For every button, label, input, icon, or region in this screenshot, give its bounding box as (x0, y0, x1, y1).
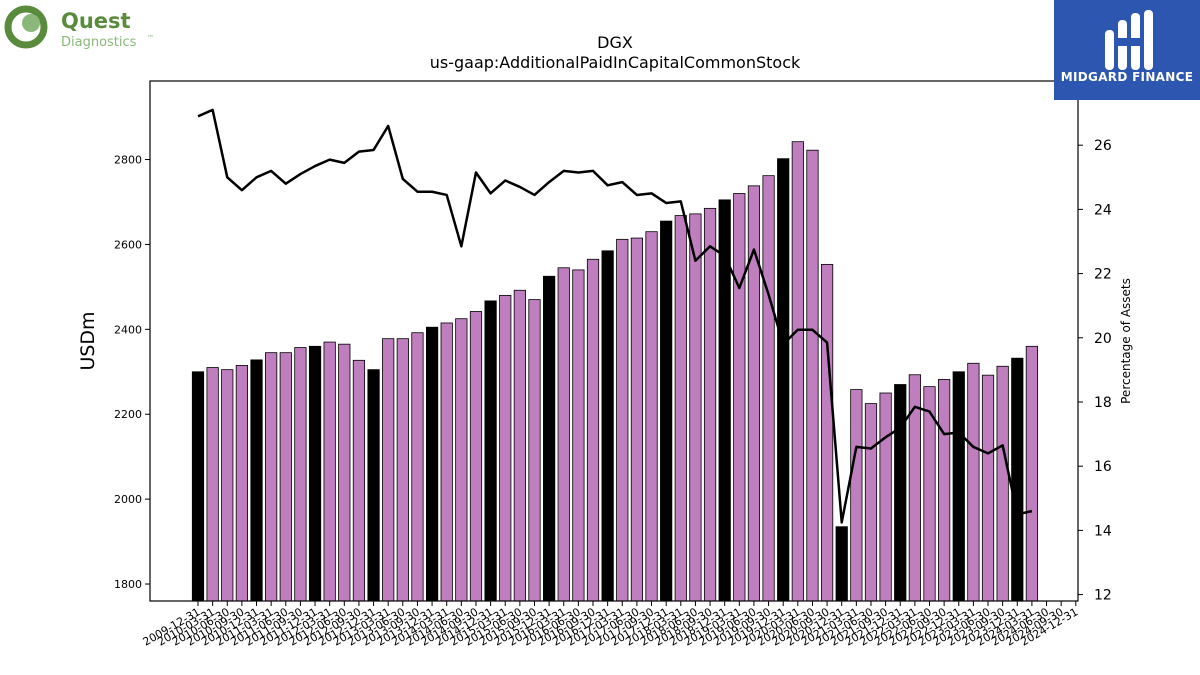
midgard-logo-mark-icon (1105, 10, 1153, 70)
bar (864, 403, 878, 602)
bar (762, 175, 775, 602)
quest-diagnostics-logo: Quest Diagnostics ™ (4, 4, 164, 52)
y-tick-label: 2200 (114, 408, 142, 421)
bar (938, 379, 951, 602)
chart-title: DGX (597, 33, 633, 52)
midgard-finance-logo: MIDGARD FINANCE (1054, 0, 1200, 100)
bar (879, 392, 892, 602)
y2-tick-label: 12 (1094, 588, 1112, 604)
y2-tick-label: 14 (1094, 523, 1112, 539)
bar (820, 263, 834, 602)
bar (630, 237, 644, 602)
bar (367, 369, 380, 602)
bar (894, 384, 907, 602)
bar (425, 326, 439, 602)
y-axis-label: USDm (77, 311, 99, 370)
bar (645, 231, 658, 602)
bar (206, 367, 219, 602)
bar (601, 250, 614, 602)
bar (1011, 357, 1024, 602)
bar (469, 311, 483, 602)
bar (747, 185, 761, 602)
y2-tick-label: 18 (1094, 395, 1112, 411)
bar (382, 338, 395, 602)
y-tick-label: 1800 (114, 578, 142, 591)
bar (996, 365, 1009, 602)
bar (981, 374, 995, 602)
bar (791, 141, 804, 602)
bar (952, 371, 965, 602)
bar (557, 267, 570, 602)
y2-tick-label: 26 (1094, 138, 1112, 154)
percentage-line (197, 108, 1033, 524)
bar (543, 275, 556, 602)
bar-series (191, 141, 1039, 602)
y-tick-label: 2600 (114, 238, 142, 251)
bar (616, 238, 629, 602)
bar (250, 359, 263, 602)
bar (528, 299, 541, 602)
chart-subtitle: us-gaap:AdditionalPaidInCapitalCommonSto… (430, 53, 801, 72)
bar (806, 149, 819, 602)
bar (1025, 345, 1039, 602)
x-axis: 2009-12-312010-03-312010-06-302010-09-30… (141, 601, 1080, 649)
y-tick-label: 2000 (114, 493, 142, 506)
bar (850, 389, 863, 602)
bar (235, 365, 248, 602)
y2-tick-label: 20 (1094, 331, 1112, 347)
bar (689, 213, 702, 602)
bar (455, 318, 468, 602)
y2-tick-label: 16 (1094, 459, 1112, 475)
bar (221, 369, 234, 602)
y2-axis-label: Percentage of Assets (1119, 278, 1133, 404)
plot-frame (149, 80, 1079, 602)
quest-logo-mark-icon (4, 5, 48, 49)
bar (499, 294, 512, 602)
bar (294, 347, 307, 602)
bar (513, 289, 526, 602)
bar (279, 352, 292, 602)
bar (835, 526, 848, 602)
y2-tick-label: 24 (1094, 202, 1112, 218)
bar (777, 158, 790, 602)
bar (396, 338, 409, 602)
bar (967, 362, 980, 602)
quest-logo-name: Quest (61, 9, 131, 33)
bar (674, 215, 687, 602)
bar (265, 352, 278, 602)
bar (411, 332, 424, 602)
bar (484, 300, 497, 602)
bar (733, 193, 746, 602)
bar (352, 359, 366, 602)
y-axis-left: 1800 2000 2200 2400 2600 2800 (114, 154, 150, 591)
bar (660, 220, 673, 602)
bar (718, 199, 731, 602)
bar (323, 341, 336, 602)
y-axis-right: 12 14 16 18 20 22 24 26 (1078, 138, 1112, 604)
bar (586, 258, 600, 602)
quest-logo-tagline: Diagnostics (61, 35, 137, 50)
bar (191, 371, 205, 602)
y2-tick-label: 22 (1094, 267, 1112, 283)
quest-logo-trademark: ™ (147, 34, 154, 42)
midgard-logo-name: MIDGARD FINANCE (1060, 70, 1194, 84)
y-tick-label: 2800 (114, 154, 142, 167)
bar (703, 207, 717, 602)
y-tick-label: 2400 (114, 323, 142, 336)
bar (308, 345, 322, 602)
bar (572, 269, 585, 602)
bar (440, 322, 453, 602)
bar (338, 343, 351, 602)
